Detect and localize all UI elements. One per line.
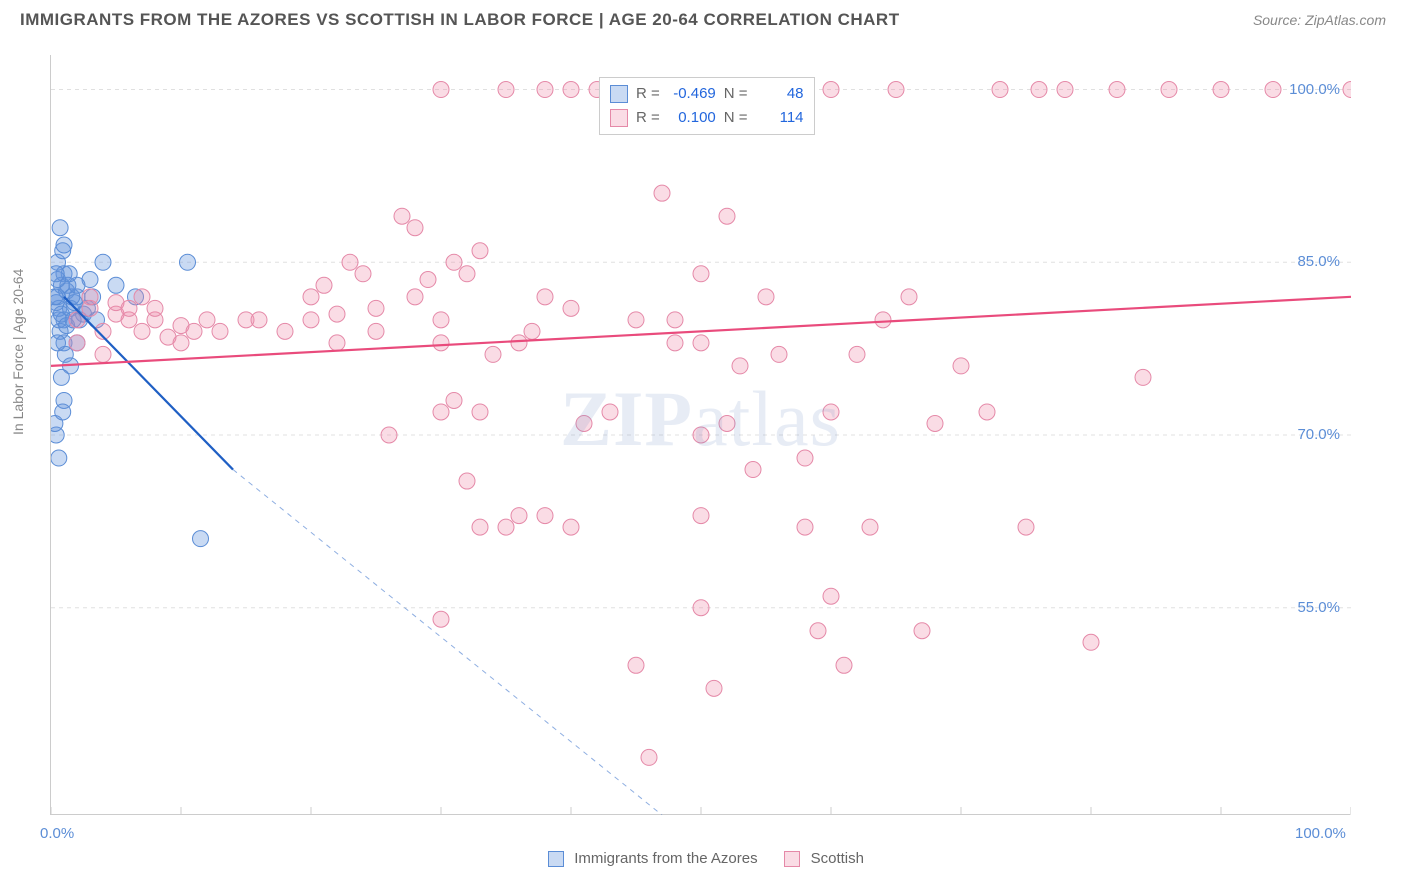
legend-label-scottish: Scottish <box>811 850 864 867</box>
chart-container: In Labor Force | Age 20-64 ZIPatlas R = … <box>0 35 1406 875</box>
chart-header: IMMIGRANTS FROM THE AZORES VS SCOTTISH I… <box>0 0 1406 35</box>
legend-label-azores: Immigrants from the Azores <box>574 850 757 867</box>
x-tick-label: 100.0% <box>1295 825 1346 842</box>
x-tick-label: 0.0% <box>40 825 74 842</box>
y-tick-label: 100.0% <box>1280 81 1340 98</box>
y-tick-label: 70.0% <box>1280 426 1340 443</box>
stats-row-scottish: R = 0.100 N = 114 <box>610 106 804 130</box>
plot-area: ZIPatlas R = -0.469 N = 48 R = 0.100 N =… <box>50 55 1350 815</box>
legend-swatch-azores <box>548 851 564 867</box>
scatter-svg <box>51 55 1351 815</box>
y-tick-label: 85.0% <box>1280 253 1340 270</box>
bottom-legend: Immigrants from the Azores Scottish <box>0 850 1406 867</box>
stats-row-azores: R = -0.469 N = 48 <box>610 82 804 106</box>
swatch-azores <box>610 85 628 103</box>
legend-swatch-scottish <box>784 851 800 867</box>
swatch-scottish <box>610 109 628 127</box>
chart-source: Source: ZipAtlas.com <box>1253 12 1386 28</box>
stats-legend-box: R = -0.469 N = 48 R = 0.100 N = 114 <box>599 77 815 135</box>
y-tick-label: 55.0% <box>1280 599 1340 616</box>
y-axis-label: In Labor Force | Age 20-64 <box>10 269 26 435</box>
chart-title: IMMIGRANTS FROM THE AZORES VS SCOTTISH I… <box>20 10 900 30</box>
